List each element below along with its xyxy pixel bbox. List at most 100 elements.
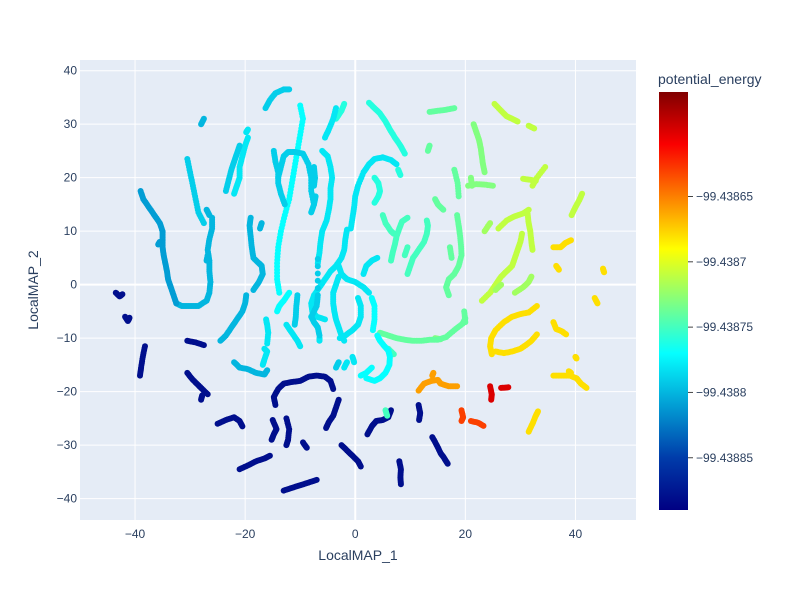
data-point xyxy=(573,355,580,362)
data-point xyxy=(426,142,433,149)
data-point xyxy=(199,392,206,399)
data-point xyxy=(480,422,487,429)
data-point xyxy=(274,308,281,315)
y-tick-label: 20 xyxy=(64,171,78,185)
data-point xyxy=(257,225,263,232)
data-point xyxy=(303,444,310,451)
data-point xyxy=(259,361,266,368)
data-point xyxy=(322,134,328,141)
colorbar-tick-label: −99.43865 xyxy=(696,190,753,204)
grid-lines xyxy=(80,60,636,520)
data-point xyxy=(250,287,257,293)
data-point xyxy=(505,384,512,391)
data-point xyxy=(462,319,469,326)
data-point xyxy=(137,372,143,379)
data-point xyxy=(455,193,462,200)
data-point xyxy=(528,273,535,280)
data-point xyxy=(488,396,495,403)
data-point xyxy=(341,364,348,371)
data-point xyxy=(568,369,574,376)
data-point xyxy=(454,383,461,390)
y-tick-label: −40 xyxy=(57,492,78,506)
data-point xyxy=(542,164,549,170)
data-point xyxy=(533,303,540,309)
data-point xyxy=(335,359,342,366)
y-tick-labels: −40 −30 −20 −10 0 10 20 30 40 xyxy=(57,64,78,506)
data-point xyxy=(313,476,320,483)
data-point xyxy=(388,407,394,414)
data-point xyxy=(448,254,455,261)
data-point xyxy=(231,190,238,197)
data-point xyxy=(568,237,574,244)
data-point xyxy=(563,331,570,338)
data-point xyxy=(291,321,298,328)
data-point xyxy=(388,257,394,264)
colorbar: potential_energy −99.43885−99.4388−99.43… xyxy=(658,71,762,510)
data-point xyxy=(264,340,271,347)
data-point xyxy=(416,417,423,423)
data-point xyxy=(519,230,525,237)
data-point xyxy=(594,300,601,307)
data-point xyxy=(384,412,391,419)
data-point xyxy=(244,126,251,133)
x-tick-label: −20 xyxy=(235,527,256,541)
data-point xyxy=(276,289,283,296)
colorbar-title: potential_energy xyxy=(658,71,762,87)
data-point xyxy=(430,369,437,376)
data-point xyxy=(286,86,293,93)
data-point xyxy=(583,384,590,391)
y-tick-label: −30 xyxy=(57,438,78,452)
data-point xyxy=(204,391,211,398)
data-point xyxy=(555,266,562,273)
data-point xyxy=(323,425,330,431)
data-point xyxy=(173,300,180,307)
y-tick-label: −10 xyxy=(57,331,78,345)
data-point xyxy=(314,263,321,270)
colorbar-tick-label: −99.43885 xyxy=(696,451,753,465)
colorbar-tick-label: −99.43875 xyxy=(696,320,753,334)
data-point xyxy=(283,442,290,449)
data-point xyxy=(155,241,162,248)
data-point xyxy=(314,277,321,284)
data-point xyxy=(351,359,358,366)
y-tick-label: 10 xyxy=(64,224,78,238)
data-point xyxy=(401,150,408,157)
data-point xyxy=(314,256,321,262)
data-point xyxy=(200,115,207,122)
data-point xyxy=(390,230,397,237)
data-point xyxy=(489,182,496,189)
data-point xyxy=(481,169,488,176)
data-point xyxy=(336,335,343,342)
data-point xyxy=(445,292,452,299)
x-tick-label: −40 xyxy=(125,527,146,541)
data-point xyxy=(369,327,376,334)
data-point xyxy=(601,269,608,276)
data-point xyxy=(487,220,494,227)
data-point xyxy=(529,246,536,253)
y-tick-label: 30 xyxy=(64,117,78,131)
x-tick-label: 20 xyxy=(459,527,473,541)
data-point xyxy=(264,367,271,374)
data-point xyxy=(316,337,323,344)
data-point xyxy=(126,314,133,321)
data-point xyxy=(311,201,317,208)
data-point xyxy=(314,285,321,292)
y-tick-label: −20 xyxy=(57,385,78,399)
y-tick-label: 0 xyxy=(70,278,77,292)
x-tick-label: 40 xyxy=(569,527,583,541)
x-axis-title: LocalMAP_1 xyxy=(318,547,398,563)
data-point xyxy=(368,364,375,371)
data-point xyxy=(239,423,246,430)
y-axis-title: LocalMAP_2 xyxy=(25,250,41,330)
x-tick-labels: −40 −20 0 20 40 xyxy=(125,527,583,541)
data-point xyxy=(119,291,126,298)
data-point xyxy=(404,271,411,277)
data-point xyxy=(374,332,381,339)
data-point xyxy=(533,331,540,338)
data-point xyxy=(498,281,505,288)
data-point xyxy=(514,118,521,125)
data-point xyxy=(469,182,475,189)
data-point xyxy=(281,201,288,208)
data-point xyxy=(535,408,541,415)
